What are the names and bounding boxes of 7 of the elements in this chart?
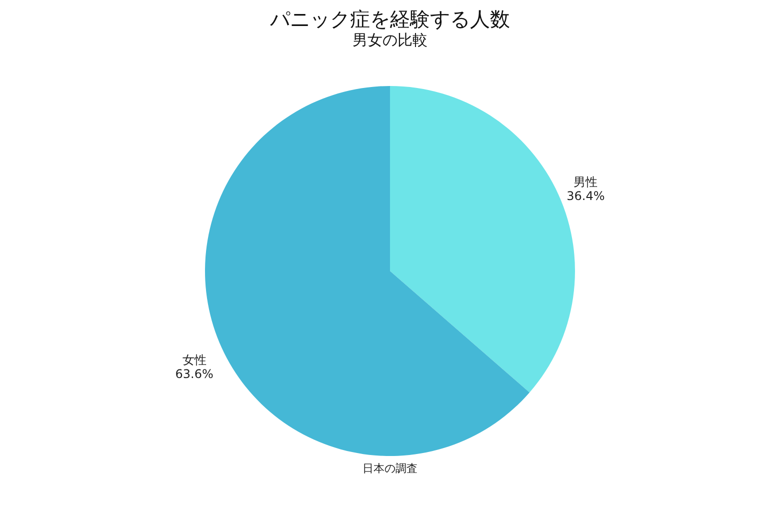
chart-subtitle: 男女の比較: [352, 31, 428, 49]
slice-label: 男性: [574, 174, 598, 189]
data-label: 36.4%: [566, 188, 605, 203]
chart-title: パニック症を経験する人数: [269, 7, 510, 31]
data-label: 63.6%: [175, 367, 214, 382]
text: 日本の調査: [362, 462, 418, 475]
slice-label: 女性: [182, 353, 206, 368]
